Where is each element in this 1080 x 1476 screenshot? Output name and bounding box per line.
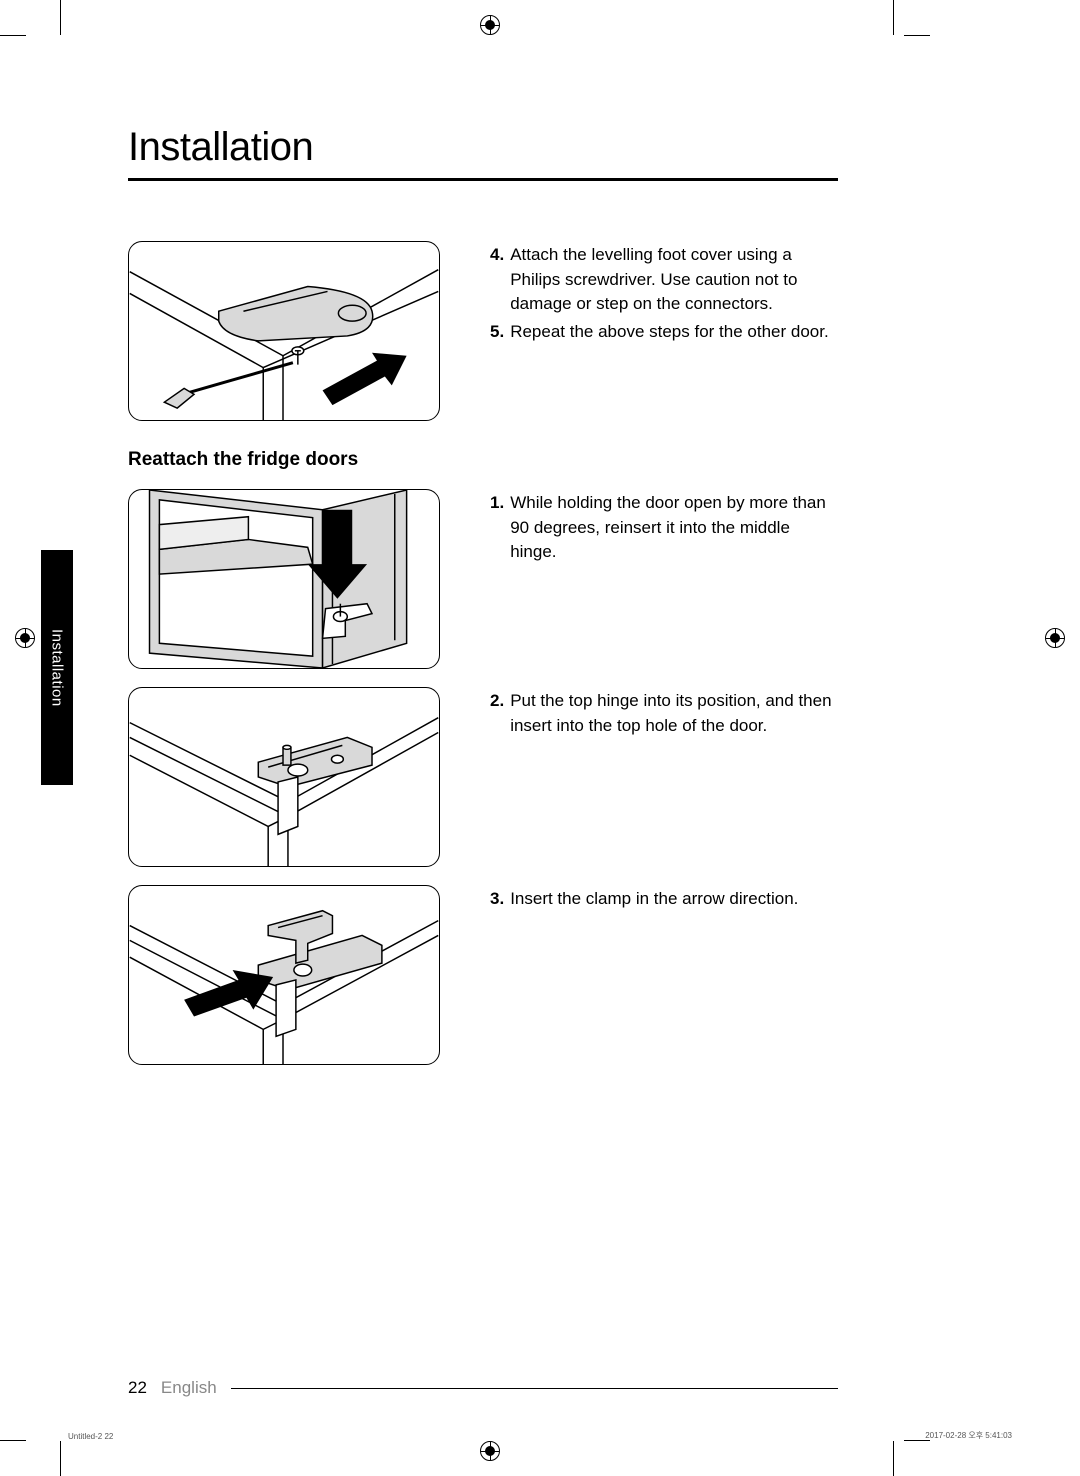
crop-mark [893,0,894,35]
registration-mark-icon [480,15,500,35]
footer-rule [231,1388,838,1389]
instruction-step: 3. Insert the clamp in the arrow directi… [490,887,838,912]
side-tab-label: Installation [49,629,66,707]
instruction-section: 1. While holding the door open by more t… [128,489,838,669]
instruction-text: 4. Attach the levelling foot cover using… [490,241,838,348]
registration-mark-icon [15,628,35,648]
crop-mark [0,35,26,36]
page-content: Installation [128,125,838,1083]
crop-mark [893,1441,894,1476]
illustration-reinsert-door [128,489,440,669]
footer-language: English [161,1378,217,1398]
step-number: 1. [490,491,504,565]
page-number: 22 [128,1378,147,1398]
step-number: 3. [490,887,504,912]
step-text: Repeat the above steps for the other doo… [510,320,829,345]
instruction-section: 4. Attach the levelling foot cover using… [128,241,838,421]
step-number: 4. [490,243,504,317]
illustration-top-hinge [128,687,440,867]
step-text: Attach the levelling foot cover using a … [510,243,838,317]
instruction-section: 3. Insert the clamp in the arrow directi… [128,885,838,1065]
imprint-right: 2017-02-28 오후 5:41:03 [925,1430,1012,1441]
imprint-left: Untitled-2 22 [68,1432,113,1441]
illustration-insert-clamp [128,885,440,1065]
crop-mark [904,35,930,36]
crop-mark [60,1441,61,1476]
crop-mark [60,0,61,35]
instruction-section: 2. Put the top hinge into its position, … [128,687,838,867]
instruction-step: 2. Put the top hinge into its position, … [490,689,838,738]
registration-mark-icon [480,1441,500,1461]
step-text: Put the top hinge into its position, and… [510,689,838,738]
step-number: 2. [490,689,504,738]
page-footer: 22 English [128,1378,838,1398]
instruction-text: 1. While holding the door open by more t… [490,489,838,568]
instruction-text: 3. Insert the clamp in the arrow directi… [490,885,838,915]
registration-mark-icon [1045,628,1065,648]
page-title: Installation [128,125,838,181]
instruction-text: 2. Put the top hinge into its position, … [490,687,838,741]
side-tab: Installation [41,550,73,785]
step-text: While holding the door open by more than… [510,491,838,565]
subsection-title: Reattach the fridge doors [128,449,838,471]
illustration-foot-cover [128,241,440,421]
step-number: 5. [490,320,504,345]
crop-mark [0,1440,26,1441]
step-text: Insert the clamp in the arrow direction. [510,887,798,912]
instruction-step: 4. Attach the levelling foot cover using… [490,243,838,317]
instruction-step: 1. While holding the door open by more t… [490,491,838,565]
instruction-step: 5. Repeat the above steps for the other … [490,320,838,345]
